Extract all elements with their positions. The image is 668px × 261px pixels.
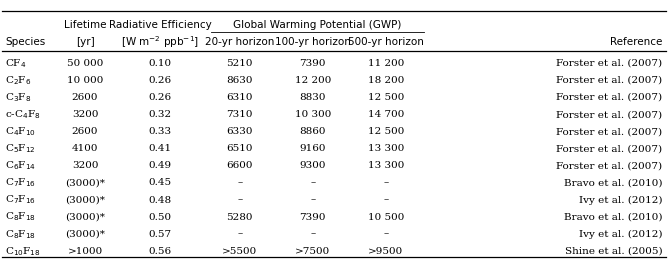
Text: 10 000: 10 000 [67, 76, 104, 85]
Text: 0.49: 0.49 [148, 161, 172, 170]
Text: 6330: 6330 [226, 127, 253, 136]
Text: 4100: 4100 [72, 144, 98, 153]
Text: C$_4$F$_{10}$: C$_4$F$_{10}$ [5, 125, 37, 138]
Text: Reference: Reference [611, 37, 663, 47]
Text: C$_{10}$F$_{18}$: C$_{10}$F$_{18}$ [5, 245, 41, 258]
Text: 0.57: 0.57 [148, 230, 172, 239]
Text: (3000)*: (3000)* [65, 213, 105, 222]
Text: 7390: 7390 [299, 59, 326, 68]
Text: 8860: 8860 [299, 127, 326, 136]
Text: 0.10: 0.10 [148, 59, 172, 68]
Text: >7500: >7500 [295, 247, 331, 256]
Text: >9500: >9500 [368, 247, 403, 256]
Text: (3000)*: (3000)* [65, 179, 105, 187]
Text: 500-yr horizon: 500-yr horizon [348, 37, 424, 47]
Text: 3200: 3200 [72, 161, 98, 170]
Text: 13 300: 13 300 [367, 144, 404, 153]
Text: 6600: 6600 [226, 161, 253, 170]
Text: Forster et al. (2007): Forster et al. (2007) [556, 110, 663, 119]
Text: (3000)*: (3000)* [65, 230, 105, 239]
Text: 5210: 5210 [226, 59, 253, 68]
Text: Bravo et al. (2010): Bravo et al. (2010) [564, 213, 663, 222]
Text: >5500: >5500 [222, 247, 257, 256]
Text: Forster et al. (2007): Forster et al. (2007) [556, 127, 663, 136]
Text: Species: Species [5, 37, 45, 47]
Text: 11 200: 11 200 [367, 59, 404, 68]
Text: 12 500: 12 500 [367, 127, 404, 136]
Text: 3200: 3200 [72, 110, 98, 119]
Text: 6510: 6510 [226, 144, 253, 153]
Text: Bravo et al. (2010): Bravo et al. (2010) [564, 179, 663, 187]
Text: 12 200: 12 200 [295, 76, 331, 85]
Text: 9300: 9300 [299, 161, 326, 170]
Text: Forster et al. (2007): Forster et al. (2007) [556, 59, 663, 68]
Text: Ivy et al. (2012): Ivy et al. (2012) [579, 195, 663, 205]
Text: Radiative Efficiency: Radiative Efficiency [109, 20, 212, 30]
Text: Ivy et al. (2012): Ivy et al. (2012) [579, 230, 663, 239]
Text: 50 000: 50 000 [67, 59, 104, 68]
Text: 2600: 2600 [72, 127, 98, 136]
Text: 14 700: 14 700 [367, 110, 404, 119]
Text: 9160: 9160 [299, 144, 326, 153]
Text: C$_5$F$_{12}$: C$_5$F$_{12}$ [5, 142, 36, 155]
Text: 10 500: 10 500 [367, 213, 404, 222]
Text: –: – [310, 230, 315, 239]
Text: 18 200: 18 200 [367, 76, 404, 85]
Text: –: – [383, 195, 388, 205]
Text: Forster et al. (2007): Forster et al. (2007) [556, 161, 663, 170]
Text: Forster et al. (2007): Forster et al. (2007) [556, 144, 663, 153]
Text: –: – [237, 179, 242, 187]
Text: 0.26: 0.26 [148, 93, 172, 102]
Text: >1000: >1000 [67, 247, 103, 256]
Text: C$_7$F$_{16}$: C$_7$F$_{16}$ [5, 176, 37, 189]
Text: C$_7$F$_{16}$: C$_7$F$_{16}$ [5, 194, 37, 206]
Text: Forster et al. (2007): Forster et al. (2007) [556, 76, 663, 85]
Text: 0.50: 0.50 [148, 213, 172, 222]
Text: (3000)*: (3000)* [65, 195, 105, 205]
Text: C$_3$F$_8$: C$_3$F$_8$ [5, 91, 32, 104]
Text: C$_8$F$_{18}$: C$_8$F$_{18}$ [5, 228, 37, 241]
Text: 0.32: 0.32 [148, 110, 172, 119]
Text: 0.56: 0.56 [148, 247, 172, 256]
Text: 0.26: 0.26 [148, 76, 172, 85]
Text: Forster et al. (2007): Forster et al. (2007) [556, 93, 663, 102]
Text: 5280: 5280 [226, 213, 253, 222]
Text: 10 300: 10 300 [295, 110, 331, 119]
Text: Lifetime: Lifetime [64, 20, 106, 30]
Text: 8630: 8630 [226, 76, 253, 85]
Text: –: – [383, 179, 388, 187]
Text: Shine et al. (2005): Shine et al. (2005) [565, 247, 663, 256]
Text: 0.33: 0.33 [148, 127, 172, 136]
Text: 7310: 7310 [226, 110, 253, 119]
Text: 0.48: 0.48 [148, 195, 172, 205]
Text: 7390: 7390 [299, 213, 326, 222]
Text: 0.41: 0.41 [148, 144, 172, 153]
Text: –: – [310, 195, 315, 205]
Text: –: – [310, 179, 315, 187]
Text: c-C$_4$F$_8$: c-C$_4$F$_8$ [5, 108, 41, 121]
Text: [W m$^{-2}$ ppb$^{-1}$]: [W m$^{-2}$ ppb$^{-1}$] [121, 34, 199, 50]
Text: [yr]: [yr] [75, 37, 94, 47]
Text: 6310: 6310 [226, 93, 253, 102]
Text: 20-yr horizon: 20-yr horizon [205, 37, 275, 47]
Text: –: – [237, 195, 242, 205]
Text: –: – [383, 230, 388, 239]
Text: 2600: 2600 [72, 93, 98, 102]
Text: 13 300: 13 300 [367, 161, 404, 170]
Text: C$_8$F$_{18}$: C$_8$F$_{18}$ [5, 211, 37, 223]
Text: CF$_4$: CF$_4$ [5, 57, 27, 70]
Text: 12 500: 12 500 [367, 93, 404, 102]
Text: C$_2$F$_6$: C$_2$F$_6$ [5, 74, 32, 87]
Text: C$_6$F$_{14}$: C$_6$F$_{14}$ [5, 159, 37, 172]
Text: 8830: 8830 [299, 93, 326, 102]
Text: –: – [237, 230, 242, 239]
Text: 100-yr horizon: 100-yr horizon [275, 37, 351, 47]
Text: Global Warming Potential (GWP): Global Warming Potential (GWP) [233, 20, 401, 30]
Text: 0.45: 0.45 [148, 179, 172, 187]
